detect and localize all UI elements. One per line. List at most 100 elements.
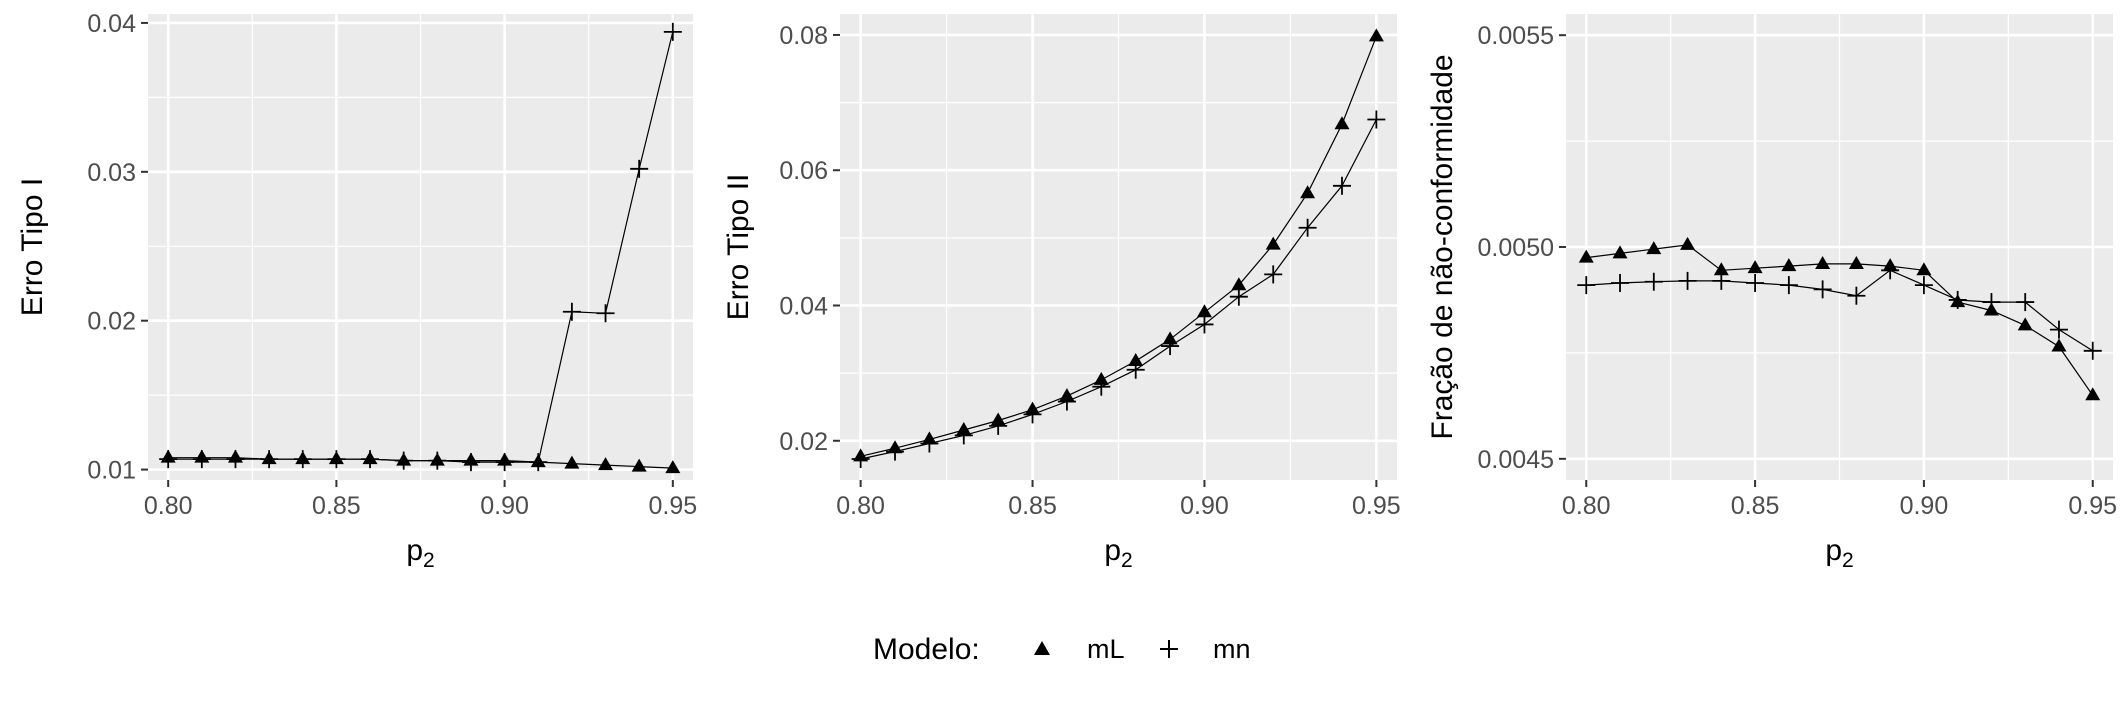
y-tick-label: 0.0055 bbox=[1478, 22, 1554, 50]
y-tick-label: 0.0050 bbox=[1478, 234, 1554, 262]
legend-title: Modelo: bbox=[873, 633, 980, 666]
point-mn bbox=[192, 450, 211, 469]
x-axis-title: p2 bbox=[1825, 534, 1853, 572]
panel-erro-tipo-ii: 0.80 0.85 0.90 0.95 0.02 0.04 0.06 0.08 p2 Erro T… bbox=[722, 14, 1401, 572]
series-line-mn bbox=[1586, 269, 2094, 352]
point-mn bbox=[361, 450, 380, 469]
series-line-mn bbox=[860, 119, 1377, 460]
point-mn bbox=[2049, 320, 2068, 339]
point-mL bbox=[1128, 352, 1144, 366]
x-tick-label: 0.85 bbox=[1008, 492, 1057, 520]
x-tick-label: 0.95 bbox=[648, 492, 697, 520]
point-mn bbox=[1982, 293, 2001, 312]
point-mL bbox=[1680, 236, 1696, 250]
point-mn bbox=[989, 416, 1008, 435]
point-mn bbox=[1298, 218, 1317, 237]
point-mn bbox=[1678, 271, 1697, 290]
point-mL bbox=[631, 458, 647, 472]
point-mL bbox=[1334, 116, 1350, 130]
point-mn bbox=[394, 451, 413, 470]
point-mn bbox=[428, 451, 447, 470]
point-mn bbox=[1948, 290, 1967, 309]
point-mn bbox=[495, 453, 514, 472]
point-mn bbox=[2083, 341, 2102, 360]
point-mL bbox=[1196, 304, 1212, 318]
legend-label-mn: mn bbox=[1213, 634, 1251, 664]
point-mL bbox=[665, 460, 681, 474]
point-mn bbox=[1161, 337, 1180, 356]
y-tick-label: 0.04 bbox=[87, 10, 136, 38]
point-mL bbox=[1713, 262, 1729, 276]
panel-erro-tipo-i: 0.80 0.85 0.90 0.95 0.01 0.02 0.03 0.04 p2 Erro T… bbox=[16, 10, 697, 572]
point-mn bbox=[159, 450, 178, 469]
x-tick-label: 0.85 bbox=[312, 492, 361, 520]
point-mn bbox=[1367, 110, 1386, 129]
y-tick-label: 0.01 bbox=[87, 457, 136, 485]
point-mL bbox=[2017, 317, 2033, 331]
point-mn bbox=[226, 450, 245, 469]
point-mn bbox=[630, 159, 649, 178]
legend: Modelo: mL mn bbox=[873, 633, 1251, 666]
point-mn bbox=[1332, 176, 1351, 195]
point-mn bbox=[1813, 280, 1832, 299]
series-line-mL bbox=[860, 36, 1377, 457]
point-mn bbox=[1264, 265, 1283, 284]
y-axis-title: Erro Tipo I bbox=[16, 178, 49, 316]
point-mL bbox=[598, 457, 614, 471]
point-mL bbox=[564, 455, 580, 469]
legend-key-triangle bbox=[1034, 641, 1050, 655]
y-tick-label: 0.02 bbox=[87, 308, 136, 336]
point-mL bbox=[1747, 260, 1763, 274]
x-tick-label: 0.90 bbox=[480, 492, 529, 520]
x-tick-label: 0.80 bbox=[836, 492, 885, 520]
point-mn bbox=[1195, 315, 1214, 334]
point-mn bbox=[663, 22, 682, 41]
point-mn bbox=[1914, 276, 1933, 295]
point-mL bbox=[1848, 255, 1864, 269]
point-mn bbox=[293, 450, 312, 469]
point-mn bbox=[920, 434, 939, 453]
series-line-mL bbox=[1586, 244, 2094, 396]
point-mL bbox=[1646, 241, 1662, 255]
point-mn bbox=[1092, 377, 1111, 396]
point-mn bbox=[1712, 271, 1731, 290]
point-mL bbox=[1368, 28, 1384, 42]
point-mL bbox=[1916, 262, 1932, 276]
point-mn bbox=[562, 302, 581, 321]
series-mn bbox=[1577, 261, 2102, 360]
point-mL bbox=[1578, 249, 1594, 263]
series-mn bbox=[851, 110, 1386, 469]
x-tick-label: 0.85 bbox=[1731, 492, 1780, 520]
point-mn bbox=[1881, 261, 1900, 280]
legend-key-plus bbox=[1160, 640, 1178, 658]
point-mL bbox=[2051, 338, 2067, 352]
point-mn bbox=[886, 442, 905, 461]
x-tick-label: 0.90 bbox=[1900, 492, 1949, 520]
panel-fracao-nao-conformidade: 0.80 0.85 0.90 0.95 0.0045 0.0050 0.0055 p2 Fraç… bbox=[1426, 14, 2117, 572]
y-tick-label: 0.08 bbox=[779, 22, 828, 50]
point-mL bbox=[1815, 255, 1831, 269]
x-tick-label: 0.80 bbox=[144, 492, 193, 520]
x-tick-label: 0.80 bbox=[1562, 492, 1611, 520]
point-mn bbox=[461, 453, 480, 472]
point-mn bbox=[1577, 276, 1596, 295]
point-mL bbox=[1265, 236, 1281, 250]
y-tick-label: 0.06 bbox=[779, 157, 828, 185]
point-mL bbox=[1781, 258, 1797, 272]
point-mn bbox=[954, 426, 973, 445]
point-mn bbox=[1746, 274, 1765, 293]
point-mn bbox=[1644, 272, 1663, 291]
point-mn bbox=[260, 450, 279, 469]
y-tick-label: 0.04 bbox=[779, 293, 828, 321]
legend-label-mL: mL bbox=[1087, 634, 1125, 664]
x-tick-label: 0.95 bbox=[2068, 492, 2117, 520]
y-axis-title: Fração de não-conformidade bbox=[1426, 54, 1459, 439]
y-tick-label: 0.02 bbox=[779, 428, 828, 456]
y-tick-label: 0.0045 bbox=[1478, 446, 1554, 474]
series-line-mn bbox=[168, 31, 674, 463]
y-tick-label: 0.03 bbox=[87, 159, 136, 187]
point-mL bbox=[1231, 277, 1247, 291]
y-axis-title: Erro Tipo II bbox=[722, 174, 755, 321]
point-mn bbox=[1611, 274, 1630, 293]
